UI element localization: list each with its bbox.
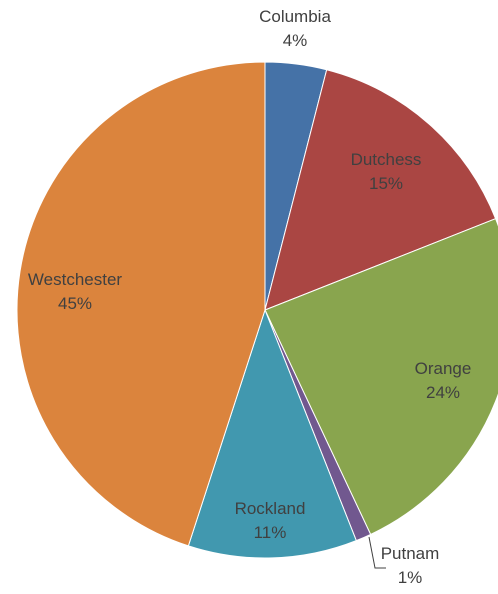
slice-value-label: 4% <box>283 31 308 50</box>
slice-label: Columbia <box>259 7 331 26</box>
slice-label: Westchester <box>28 270 123 289</box>
pie-slice <box>264 69 497 311</box>
leader-line <box>368 536 386 569</box>
slice-value-label: 1% <box>398 568 423 587</box>
pie-slice <box>16 61 266 547</box>
slice-value-label: 11% <box>254 523 287 542</box>
slice-label: Putnam <box>381 544 440 563</box>
slice-label: Rockland <box>235 499 306 518</box>
slice-value-label: 45% <box>58 294 92 313</box>
slice-label: Orange <box>415 359 472 378</box>
slice-label: Dutchess <box>351 150 422 169</box>
pie-slice <box>187 308 357 559</box>
slice-value-label: 24% <box>426 383 460 402</box>
slice-value-label: 15% <box>369 174 403 193</box>
pie-slice <box>264 218 498 536</box>
